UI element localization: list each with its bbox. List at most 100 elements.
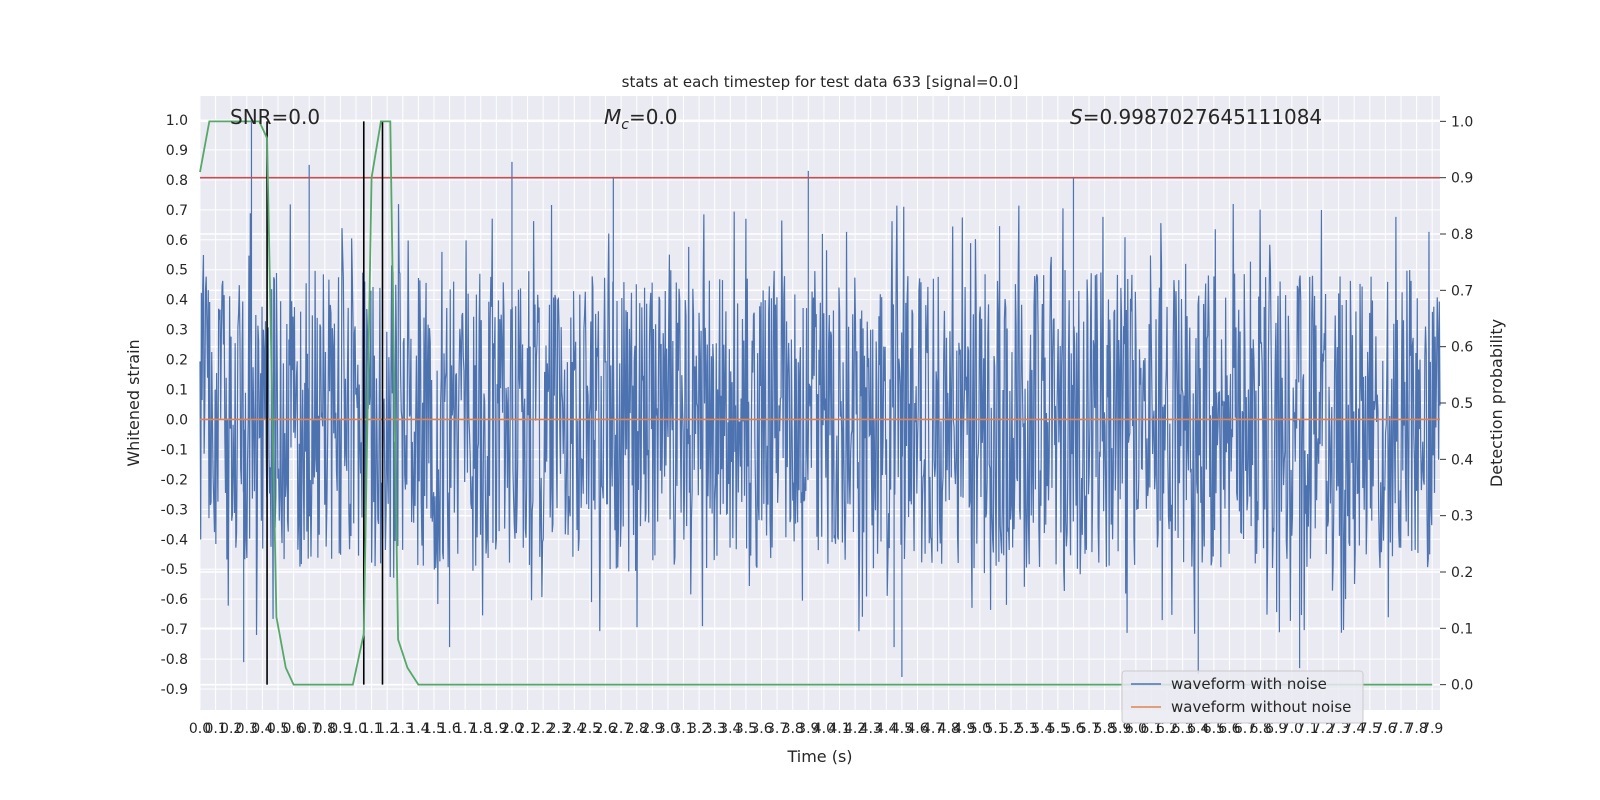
x-axis-label: Time (s) xyxy=(786,747,852,766)
x-tick-label: 6.4 xyxy=(1187,721,1209,737)
x-tick-label: 7.7 xyxy=(1390,721,1412,737)
y2-tick-label: 0.2 xyxy=(1451,565,1473,581)
x-tick-label: 4.2 xyxy=(844,721,866,737)
x-tick-label: 0.1 xyxy=(204,721,226,737)
y-tick-label: 0.2 xyxy=(166,353,188,369)
x-tick-label: 1.2 xyxy=(376,721,398,737)
x-tick-label: 2.0 xyxy=(501,721,523,737)
x-tick-label: 5.0 xyxy=(969,721,991,737)
detection-probability-line xyxy=(199,120,1433,686)
x-tick-label: 5.2 xyxy=(1000,721,1022,737)
x-tick-label: 3.4 xyxy=(719,721,741,737)
y-tick-label: -0.5 xyxy=(161,562,188,578)
y-tick-label: -0.4 xyxy=(161,532,188,548)
x-tick-label: 0.4 xyxy=(251,721,273,737)
y2-tick-label: 0.0 xyxy=(1451,678,1473,694)
x-tick-label: 3.7 xyxy=(766,721,788,737)
y-tick-label: 0.1 xyxy=(166,383,188,399)
x-tick-label: 5.9 xyxy=(1109,721,1131,737)
y-tick-labels: 1.0 0.9 0.8 0.7 0.6 0.5 0.4 0.3 0.2 0.1 0.0 -0.1 -0.… xyxy=(161,113,188,698)
y2-tick-label: 0.9 xyxy=(1451,171,1473,187)
x-tick-label: 5.1 xyxy=(984,721,1006,737)
x-tick-label: 3.3 xyxy=(704,721,726,737)
x-tick-label: 0.3 xyxy=(236,721,258,737)
x-tick-label: 4.8 xyxy=(938,721,960,737)
x-tick-label: 7.8 xyxy=(1405,721,1427,737)
y2-tick-label: 1.0 xyxy=(1451,114,1473,130)
x-tick-label: 3.6 xyxy=(750,721,772,737)
x-tick-label: 1.4 xyxy=(407,721,429,737)
s-annotation: S=0.9987027645111084 xyxy=(1070,105,1322,129)
y-tick-label: 0.7 xyxy=(166,203,188,219)
x-tick-label: 4.6 xyxy=(906,721,928,737)
x-tick-label: 6.2 xyxy=(1156,721,1178,737)
y-tick-label: 0.4 xyxy=(166,293,188,309)
x-tick-label: 2.7 xyxy=(610,721,632,737)
x-tick-label: 4.7 xyxy=(922,721,944,737)
y2-tick-label: 0.6 xyxy=(1451,340,1473,356)
x-tick-label: 7.6 xyxy=(1374,721,1396,737)
x-tick-label: 7.3 xyxy=(1327,721,1349,737)
y-tick-label: -0.8 xyxy=(161,652,188,668)
x-tick-label: 4.4 xyxy=(875,721,897,737)
x-tick-label: 6.8 xyxy=(1249,721,1271,737)
y2-tick-label: 0.5 xyxy=(1451,396,1473,412)
y-tick-label: -0.6 xyxy=(161,592,188,608)
y-tick-label: -0.2 xyxy=(161,472,188,488)
x-tick-label: 2.9 xyxy=(641,721,663,737)
x-tick-label: 5.4 xyxy=(1031,721,1053,737)
detection-probability-series xyxy=(199,120,1433,686)
waveform-with-noise-series xyxy=(199,119,1441,678)
x-tick-label: 0.2 xyxy=(220,721,242,737)
x-tick-label: 2.1 xyxy=(516,721,538,737)
x-tick-label: 6.5 xyxy=(1203,721,1225,737)
y2-tick-labels: 1.0 0.9 0.8 0.7 0.6 0.5 0.4 0.3 0.2 0.1 0.0 xyxy=(1440,114,1473,694)
snr-annotation: SNR=0.0 xyxy=(230,105,320,129)
y-axis-label: Whitened strain xyxy=(124,339,143,466)
y-tick-label: 0.0 xyxy=(166,412,188,428)
x-tick-label: 2.2 xyxy=(532,721,554,737)
x-tick-label: 4.5 xyxy=(891,721,913,737)
x-tick-label: 2.8 xyxy=(626,721,648,737)
x-tick-label: 4.1 xyxy=(828,721,850,737)
x-tick-label: 0.9 xyxy=(329,721,351,737)
legend: waveform with noise waveform without noi… xyxy=(1121,670,1364,724)
x-tick-label: 4.9 xyxy=(953,721,975,737)
chart-title: stats at each timestep for test data 633… xyxy=(622,73,1019,91)
y-tick-label: 0.3 xyxy=(166,323,188,339)
y-tick-label: 1.0 xyxy=(166,113,188,129)
x-tick-label: 0.8 xyxy=(314,721,336,737)
x-tick-label: 3.1 xyxy=(672,721,694,737)
x-tick-label: 1.9 xyxy=(485,721,507,737)
y-tick-label: -0.1 xyxy=(161,442,188,458)
x-tick-label: 0.5 xyxy=(267,721,289,737)
x-tick-label: 6.7 xyxy=(1234,721,1256,737)
x-tick-label: 6.1 xyxy=(1140,721,1162,737)
x-tick-label: 6.3 xyxy=(1172,721,1194,737)
legend-box xyxy=(1121,670,1364,724)
y-tick-label: 0.5 xyxy=(166,263,188,279)
x-tick-label: 5.5 xyxy=(1047,721,1069,737)
x-tick-label: 1.8 xyxy=(470,721,492,737)
x-tick-label: 7.5 xyxy=(1359,721,1381,737)
mc-symbol: M xyxy=(604,105,621,129)
x-tick-label: 5.6 xyxy=(1062,721,1084,737)
legend-label-clean: waveform without noise xyxy=(1171,698,1351,716)
x-tick-label: 1.0 xyxy=(345,721,367,737)
y2-tick-label: 0.1 xyxy=(1451,621,1473,637)
x-tick-label: 5.3 xyxy=(1016,721,1038,737)
y2-tick-label: 0.8 xyxy=(1451,227,1473,243)
x-tick-label: 6.9 xyxy=(1265,721,1287,737)
y-tick-label: 0.6 xyxy=(166,233,188,249)
x-tick-label: 1.1 xyxy=(360,721,382,737)
x-tick-label: 3.8 xyxy=(782,721,804,737)
x-tick-label: 2.5 xyxy=(579,721,601,737)
reference-lines xyxy=(200,121,1440,685)
x-tick-label: 7.0 xyxy=(1281,721,1303,737)
x-tick-label: 1.5 xyxy=(423,721,445,737)
y-tick-label: 0.8 xyxy=(166,173,188,189)
mc-value: =0.0 xyxy=(629,105,678,129)
x-tick-label: 1.7 xyxy=(454,721,476,737)
legend-label-noise: waveform with noise xyxy=(1171,675,1327,693)
